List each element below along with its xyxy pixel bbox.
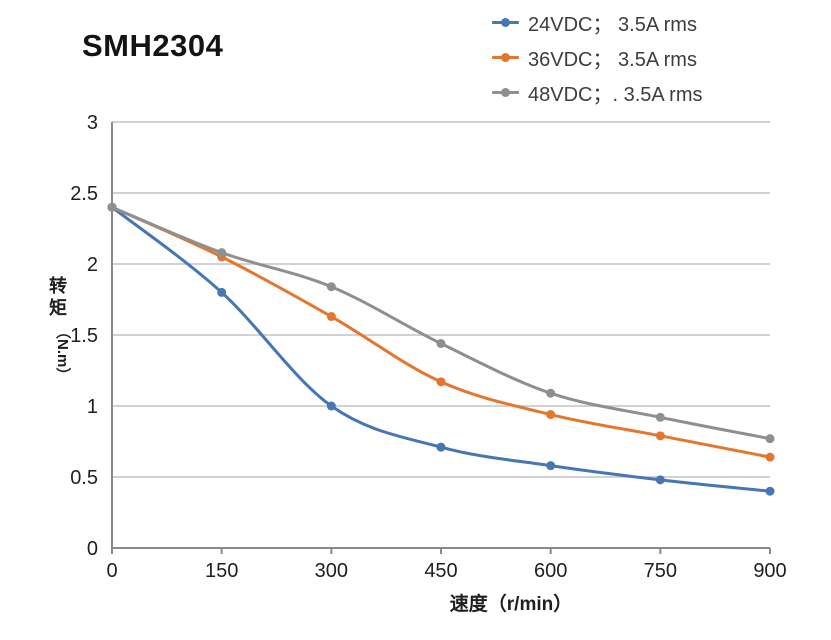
data-point-marker xyxy=(765,452,775,462)
y-tick-label: 0.5 xyxy=(70,467,98,489)
legend-item-24vdc: 24VDC； 3.5A rms xyxy=(492,8,703,36)
legend-line-dot-marker xyxy=(492,43,519,71)
y-axis-title: 转 xyxy=(49,275,67,296)
data-point-marker xyxy=(436,377,446,387)
y-axis-title-unit: （N.m） xyxy=(54,324,72,382)
x-tick-label: 150 xyxy=(205,560,238,582)
data-point-marker xyxy=(436,442,446,452)
series-line-2 xyxy=(110,205,772,441)
y-tick-label: 1.5 xyxy=(70,325,98,347)
data-point-marker xyxy=(546,388,556,398)
x-tick-label: 750 xyxy=(644,560,677,582)
data-point-marker xyxy=(217,248,227,258)
x-axis-title: 速度（r/min） xyxy=(450,592,572,615)
data-point-marker xyxy=(546,410,556,420)
legend-label: 24VDC； 3.5A rms xyxy=(528,13,697,36)
chart-title: SMH2304 xyxy=(82,28,224,63)
x-tick-label: 300 xyxy=(315,560,348,582)
data-point-marker xyxy=(655,431,665,441)
x-tick-label: 450 xyxy=(424,560,457,582)
y-axis-title: 矩 xyxy=(49,297,67,318)
data-point-marker xyxy=(326,401,336,411)
y-tick-label: 2.5 xyxy=(70,183,98,205)
data-point-marker xyxy=(326,282,336,292)
data-point-marker xyxy=(436,339,446,349)
y-tick-label: 2 xyxy=(87,254,98,276)
data-point-marker xyxy=(765,486,775,496)
legend-line-dot-marker xyxy=(492,78,519,106)
data-point-marker xyxy=(326,312,336,322)
data-point-marker xyxy=(655,412,665,422)
legend-label: 48VDC；. 3.5A rms xyxy=(528,83,703,106)
data-point-marker xyxy=(765,434,775,444)
x-tick-label: 0 xyxy=(106,560,117,582)
data-point-marker xyxy=(655,475,665,485)
y-tick-label: 0 xyxy=(87,538,98,560)
y-tick-label: 3 xyxy=(87,112,98,134)
data-point-marker xyxy=(217,287,227,297)
data-point-marker xyxy=(546,461,556,471)
x-tick-label: 600 xyxy=(534,560,567,582)
legend-label: 36VDC； 3.5A rms xyxy=(528,48,697,71)
y-tick-label: 1 xyxy=(87,396,98,418)
x-tick-label: 900 xyxy=(753,560,786,582)
data-point-marker xyxy=(107,202,117,212)
legend: 24VDC； 3.5A rms 36VDC； 3.5A rms 48VDC；. … xyxy=(492,8,703,106)
legend-item-48vdc: 48VDC；. 3.5A rms xyxy=(492,78,703,106)
legend-item-36vdc: 36VDC； 3.5A rms xyxy=(492,43,703,71)
legend-line-dot-marker xyxy=(492,8,519,36)
